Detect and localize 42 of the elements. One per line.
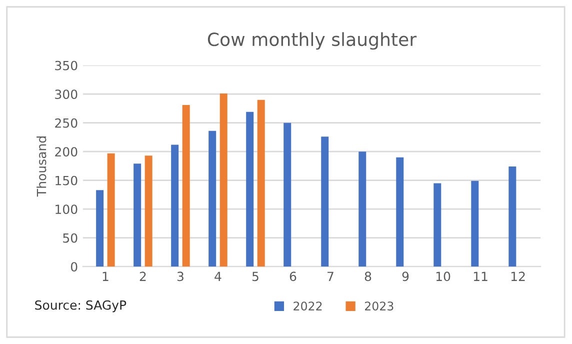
bar — [321, 136, 329, 267]
x-tick-label: 8 — [364, 272, 372, 282]
x-tick-label: 5 — [252, 272, 258, 282]
y-axis-title: Thousand — [36, 136, 46, 197]
source-note: Source: SAGyP — [35, 300, 126, 312]
x-tick-label: 9 — [402, 272, 409, 282]
bar — [508, 166, 516, 267]
bar — [220, 94, 228, 267]
x-tick-label: 4 — [214, 272, 222, 281]
x-tick-label: 3 — [177, 272, 184, 282]
y-tick-label: 350 — [55, 60, 78, 70]
bar — [257, 100, 265, 267]
y-tick-label: 300 — [55, 90, 78, 100]
legend-label: 2023 — [365, 302, 394, 311]
x-tick-label: 2 — [140, 272, 146, 281]
y-tick-label: 250 — [55, 118, 78, 128]
bar — [471, 180, 479, 267]
y-tick-label: 0 — [70, 262, 78, 272]
y-tick-label: 150 — [56, 176, 78, 186]
x-tick-label: 7 — [328, 272, 334, 281]
bar — [182, 105, 190, 267]
bar — [208, 130, 216, 267]
bar — [284, 122, 292, 267]
bar — [107, 153, 115, 267]
bar — [358, 152, 366, 267]
chart-title: Cow monthly slaughter — [208, 32, 417, 50]
y-tick-label: 200 — [55, 147, 78, 157]
bar — [434, 183, 442, 267]
x-tick-label: 10 — [436, 272, 450, 282]
bar — [134, 164, 142, 267]
bar — [396, 157, 404, 267]
bar — [144, 156, 152, 267]
x-tick-label: 6 — [290, 272, 296, 282]
x-tick-label: 1 — [102, 272, 108, 281]
bar — [246, 112, 254, 267]
x-tick-label: 12 — [511, 272, 525, 281]
y-tick-label: 100 — [56, 204, 78, 214]
y-tick-label: 50 — [63, 233, 78, 243]
bar — [171, 144, 179, 267]
legend-label: 2022 — [294, 302, 322, 311]
x-tick-label: 11 — [474, 272, 488, 281]
bar — [96, 190, 104, 267]
